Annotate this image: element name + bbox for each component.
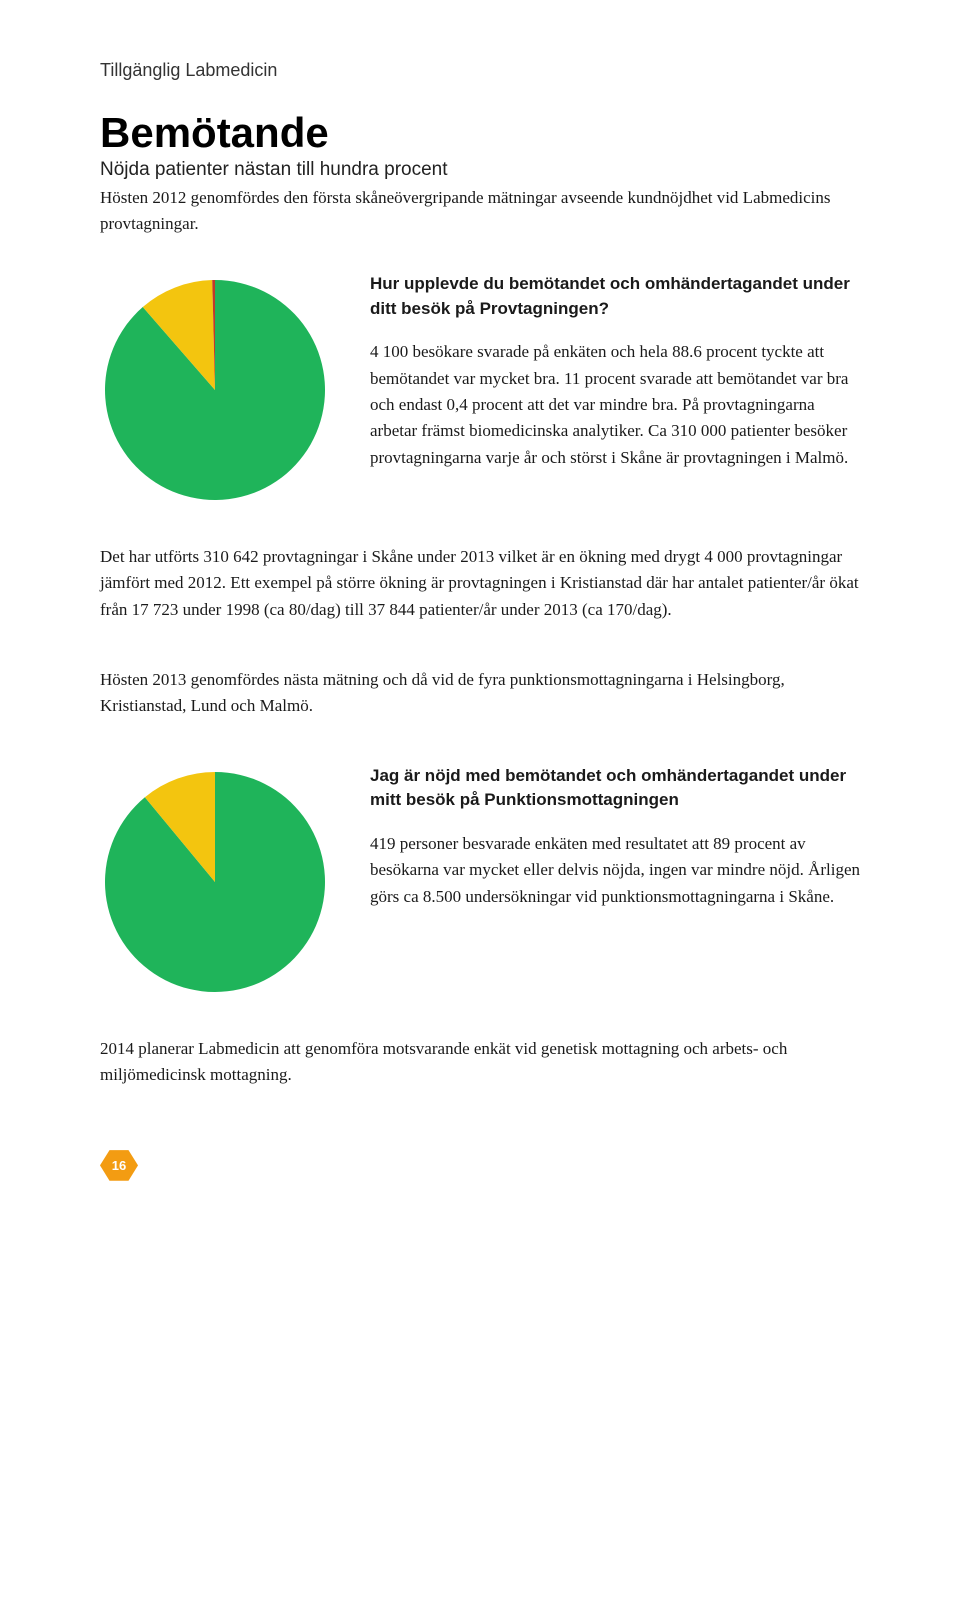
chart-section-1: Hur upplevde du bemötandet och omhändert… [100, 272, 860, 500]
intro-paragraph: Hösten 2012 genomfördes den första skåne… [100, 185, 860, 236]
pie-chart-1-container [100, 272, 330, 500]
page-title: Bemötande [100, 109, 860, 157]
chart-2-text: Jag är nöjd med bemötandet och omhändert… [370, 764, 860, 910]
pie-chart-2-container [100, 764, 330, 992]
chart-section-2: Jag är nöjd med bemötandet och omhändert… [100, 764, 860, 992]
chart-2-question: Jag är nöjd med bemötandet och omhändert… [370, 764, 860, 813]
pie-chart-2 [105, 772, 325, 992]
category-label: Tillgänglig Labmedicin [100, 60, 860, 81]
chart-1-text: Hur upplevde du bemötandet och omhändert… [370, 272, 860, 471]
subtitle: Nöjda patienter nästan till hundra proce… [100, 159, 860, 181]
page-number-badge: 16 [100, 1148, 138, 1182]
chart-2-body: 419 personer besvarade enkäten med resul… [370, 831, 860, 910]
pie-chart-1 [105, 280, 325, 500]
page-number: 16 [112, 1158, 126, 1173]
paragraph-3: Hösten 2013 genomfördes nästa mätning oc… [100, 667, 860, 720]
chart-1-body: 4 100 besökare svarade på enkäten och he… [370, 339, 860, 471]
paragraph-2: Det har utförts 310 642 provtagningar i … [100, 544, 860, 623]
paragraph-4: 2014 planerar Labmedicin att genomföra m… [100, 1036, 860, 1089]
chart-1-question: Hur upplevde du bemötandet och omhändert… [370, 272, 860, 321]
